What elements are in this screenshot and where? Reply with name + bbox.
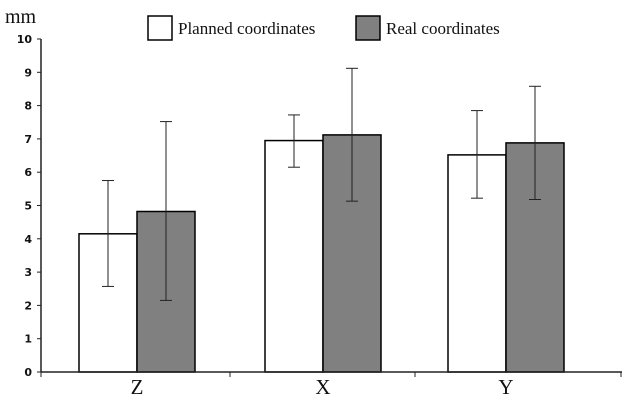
y-tick-label: 9 bbox=[24, 66, 32, 79]
bars bbox=[78, 134, 565, 373]
legend-label: Real coordinates bbox=[386, 19, 500, 38]
x-category-label: X bbox=[315, 375, 330, 399]
y-tick-label: 4 bbox=[24, 233, 32, 246]
legend-label: Planned coordinates bbox=[178, 19, 315, 38]
x-category-label: Y bbox=[498, 375, 513, 399]
y-tick-label: 2 bbox=[24, 299, 32, 312]
x-category-label: Z bbox=[131, 375, 144, 399]
y-tick-label: 6 bbox=[24, 166, 32, 179]
legend-swatch bbox=[355, 15, 381, 41]
y-tick-label: 0 bbox=[24, 366, 32, 379]
y-tick-label: 3 bbox=[24, 266, 32, 279]
error-bars bbox=[102, 67, 541, 301]
y-axis-unit-label: mm bbox=[5, 6, 37, 28]
y-axis: 0 1 2 3 4 5 6 7 8 9 10 bbox=[17, 33, 42, 379]
y-tick-label: 10 bbox=[17, 33, 33, 46]
y-tick-label: 8 bbox=[24, 100, 32, 113]
bar bbox=[264, 139, 324, 373]
y-tick-label: 7 bbox=[24, 133, 32, 146]
legend: Planned coordinates Real coordinates bbox=[147, 15, 500, 41]
y-tick-label: 1 bbox=[24, 333, 32, 346]
legend-swatch bbox=[147, 15, 173, 41]
y-tick-label: 5 bbox=[24, 200, 32, 213]
